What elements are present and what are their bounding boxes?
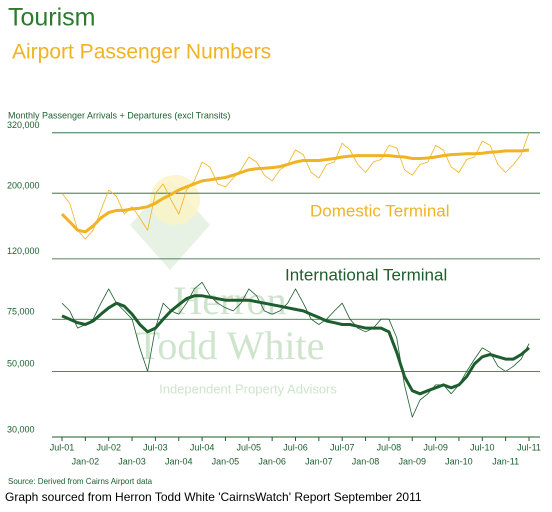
x-tick-label: Jan-02	[72, 456, 100, 466]
x-tick-label: Jan-07	[305, 456, 333, 466]
x-tick-label: Jul-08	[377, 442, 402, 452]
watermark: Independent Property Advisors	[159, 381, 337, 396]
x-tick-label: Jan-08	[352, 456, 380, 466]
y-tick-label: 50,000	[7, 359, 35, 369]
y-tick-label: 75,000	[7, 307, 35, 317]
x-tick-label: Jul-02	[96, 442, 121, 452]
x-tick-label: Jan-10	[445, 456, 473, 466]
series-line	[61, 281, 530, 418]
x-tick-label: Jul-10	[470, 442, 495, 452]
x-tick-label: Jan-03	[118, 456, 146, 466]
series-label: International Terminal	[285, 265, 447, 284]
x-tick-label: Jul-03	[143, 442, 168, 452]
series-line	[61, 294, 530, 396]
x-tick-label: Jul-07	[330, 442, 355, 452]
x-tick-label: Jul-06	[283, 442, 308, 452]
series-label: Domestic Terminal	[310, 201, 450, 220]
x-tick-label: Jan-06	[258, 456, 286, 466]
chart-title: Tourism	[8, 4, 96, 32]
x-tick-label: Jul-09	[423, 442, 448, 452]
series-line	[60, 148, 530, 234]
series-line	[61, 132, 530, 240]
footer: Graph sourced from Herron Todd White 'Ca…	[5, 490, 422, 504]
x-tick-label: Jan-04	[165, 456, 193, 466]
x-tick-label: Jan-11	[492, 456, 519, 466]
y-tick-label: 320,000	[7, 120, 40, 130]
x-tick-label: Jul-11	[517, 442, 541, 452]
x-tick-label: Jul-04	[190, 442, 215, 452]
y-tick-label: 200,000	[7, 181, 40, 191]
source: Source: Derived from Cairns Airport data	[8, 477, 153, 486]
x-tick-label: Jan-05	[212, 456, 240, 466]
y-tick-label: 120,000	[7, 246, 40, 256]
chart-subtitle: Airport Passenger Numbers	[12, 41, 271, 64]
watermark: Todd White	[136, 323, 325, 368]
x-tick-label: Jan-09	[398, 456, 426, 466]
y-axis-label: Monthly Passenger Arrivals + Departures …	[8, 110, 230, 120]
y-tick-label: 30,000	[7, 424, 35, 434]
x-tick-label: Jul-01	[50, 442, 75, 452]
x-tick-label: Jul-05	[237, 442, 262, 452]
